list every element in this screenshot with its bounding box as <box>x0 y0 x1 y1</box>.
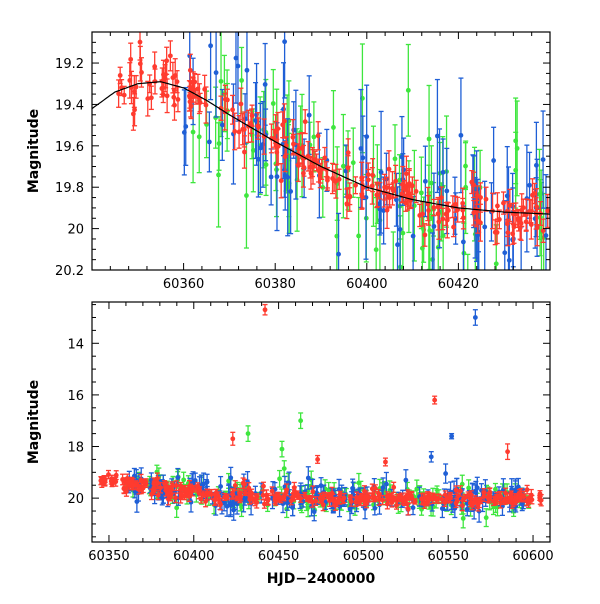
top-x-tick-label: 60360 <box>163 277 204 292</box>
bottom-x-axis-label: HJD−2400000 <box>267 571 376 587</box>
bottom-data-point <box>246 426 251 441</box>
bottom-x-tick-label: 60600 <box>512 549 553 564</box>
top-data-point <box>391 232 396 323</box>
bottom-x-tick-label: 60350 <box>88 549 129 564</box>
top-y-tick-label: 19.6 <box>55 140 84 155</box>
top-data-point <box>207 112 212 172</box>
bottom-x-tick-label: 60400 <box>173 549 214 564</box>
top-data-layer <box>92 0 550 335</box>
top-y-tick-label: 19.4 <box>55 98 84 113</box>
top-data-point <box>168 41 173 71</box>
bottom-data-point <box>525 485 530 494</box>
bottom-y-tick-label: 16 <box>67 389 84 404</box>
bottom-data-point <box>443 464 448 483</box>
bottom-data-point <box>383 458 388 466</box>
top-y-tick-label: 19.8 <box>55 181 84 196</box>
bottom-data-point <box>263 305 268 315</box>
bottom-x-tick-label: 60500 <box>343 549 384 564</box>
bottom-data-layer <box>98 305 543 528</box>
bottom-data-point <box>230 432 235 445</box>
top-data-point <box>216 123 221 227</box>
top-data-point <box>128 43 133 75</box>
bottom-data-point <box>298 413 303 428</box>
bottom-data-point <box>432 396 437 404</box>
top-panel: 60360 60380 60400 60420 19.2 19.4 19.6 19.8 20 20… <box>26 0 550 335</box>
bottom-axis-ticks: 60350 60400 60450 60500 60550 60600 14 16 18 20 <box>67 302 553 564</box>
top-data-point <box>269 149 274 205</box>
bottom-y-tick-label: 14 <box>67 337 84 352</box>
top-data-point <box>363 136 368 259</box>
top-y-tick-label: 19.2 <box>55 57 84 72</box>
top-data-point <box>303 110 308 134</box>
top-data-point <box>172 90 177 120</box>
top-data-point <box>494 225 499 303</box>
bottom-data-point <box>449 434 454 439</box>
bottom-y-tick-label: 20 <box>67 492 84 507</box>
bottom-panel: 60350 60400 60450 60500 60550 60600 14 16 18 20 M… <box>26 302 554 587</box>
bottom-data-point <box>429 452 434 462</box>
top-model-curve <box>92 82 550 214</box>
top-data-point <box>406 45 411 137</box>
top-data-point <box>519 227 524 335</box>
top-data-point <box>502 201 507 305</box>
top-data-point <box>524 199 529 230</box>
top-x-tick-label: 60400 <box>346 277 387 292</box>
bottom-data-point <box>279 441 284 456</box>
top-data-point <box>138 24 143 60</box>
top-x-tick-label: 60420 <box>438 277 479 292</box>
top-data-point <box>458 78 463 193</box>
bottom-y-tick-label: 18 <box>67 441 84 456</box>
top-data-point <box>331 91 336 165</box>
bottom-y-axis-label: Magnitude <box>26 380 42 464</box>
top-data-point <box>214 28 219 117</box>
bottom-data-point <box>473 310 478 325</box>
bottom-data-point <box>277 471 282 488</box>
bottom-x-tick-label: 60450 <box>258 549 299 564</box>
top-y-tick-label: 20 <box>67 223 84 238</box>
top-data-point <box>208 0 213 100</box>
top-data-point <box>463 143 468 190</box>
bottom-data-point <box>505 444 510 459</box>
top-y-axis-label: Magnitude <box>26 109 42 193</box>
top-x-tick-label: 60380 <box>255 277 296 292</box>
bottom-data-point <box>315 456 320 464</box>
bottom-x-tick-label: 60550 <box>428 549 469 564</box>
bottom-plot-frame <box>92 302 550 542</box>
top-y-tick-label: 20.2 <box>55 264 84 279</box>
